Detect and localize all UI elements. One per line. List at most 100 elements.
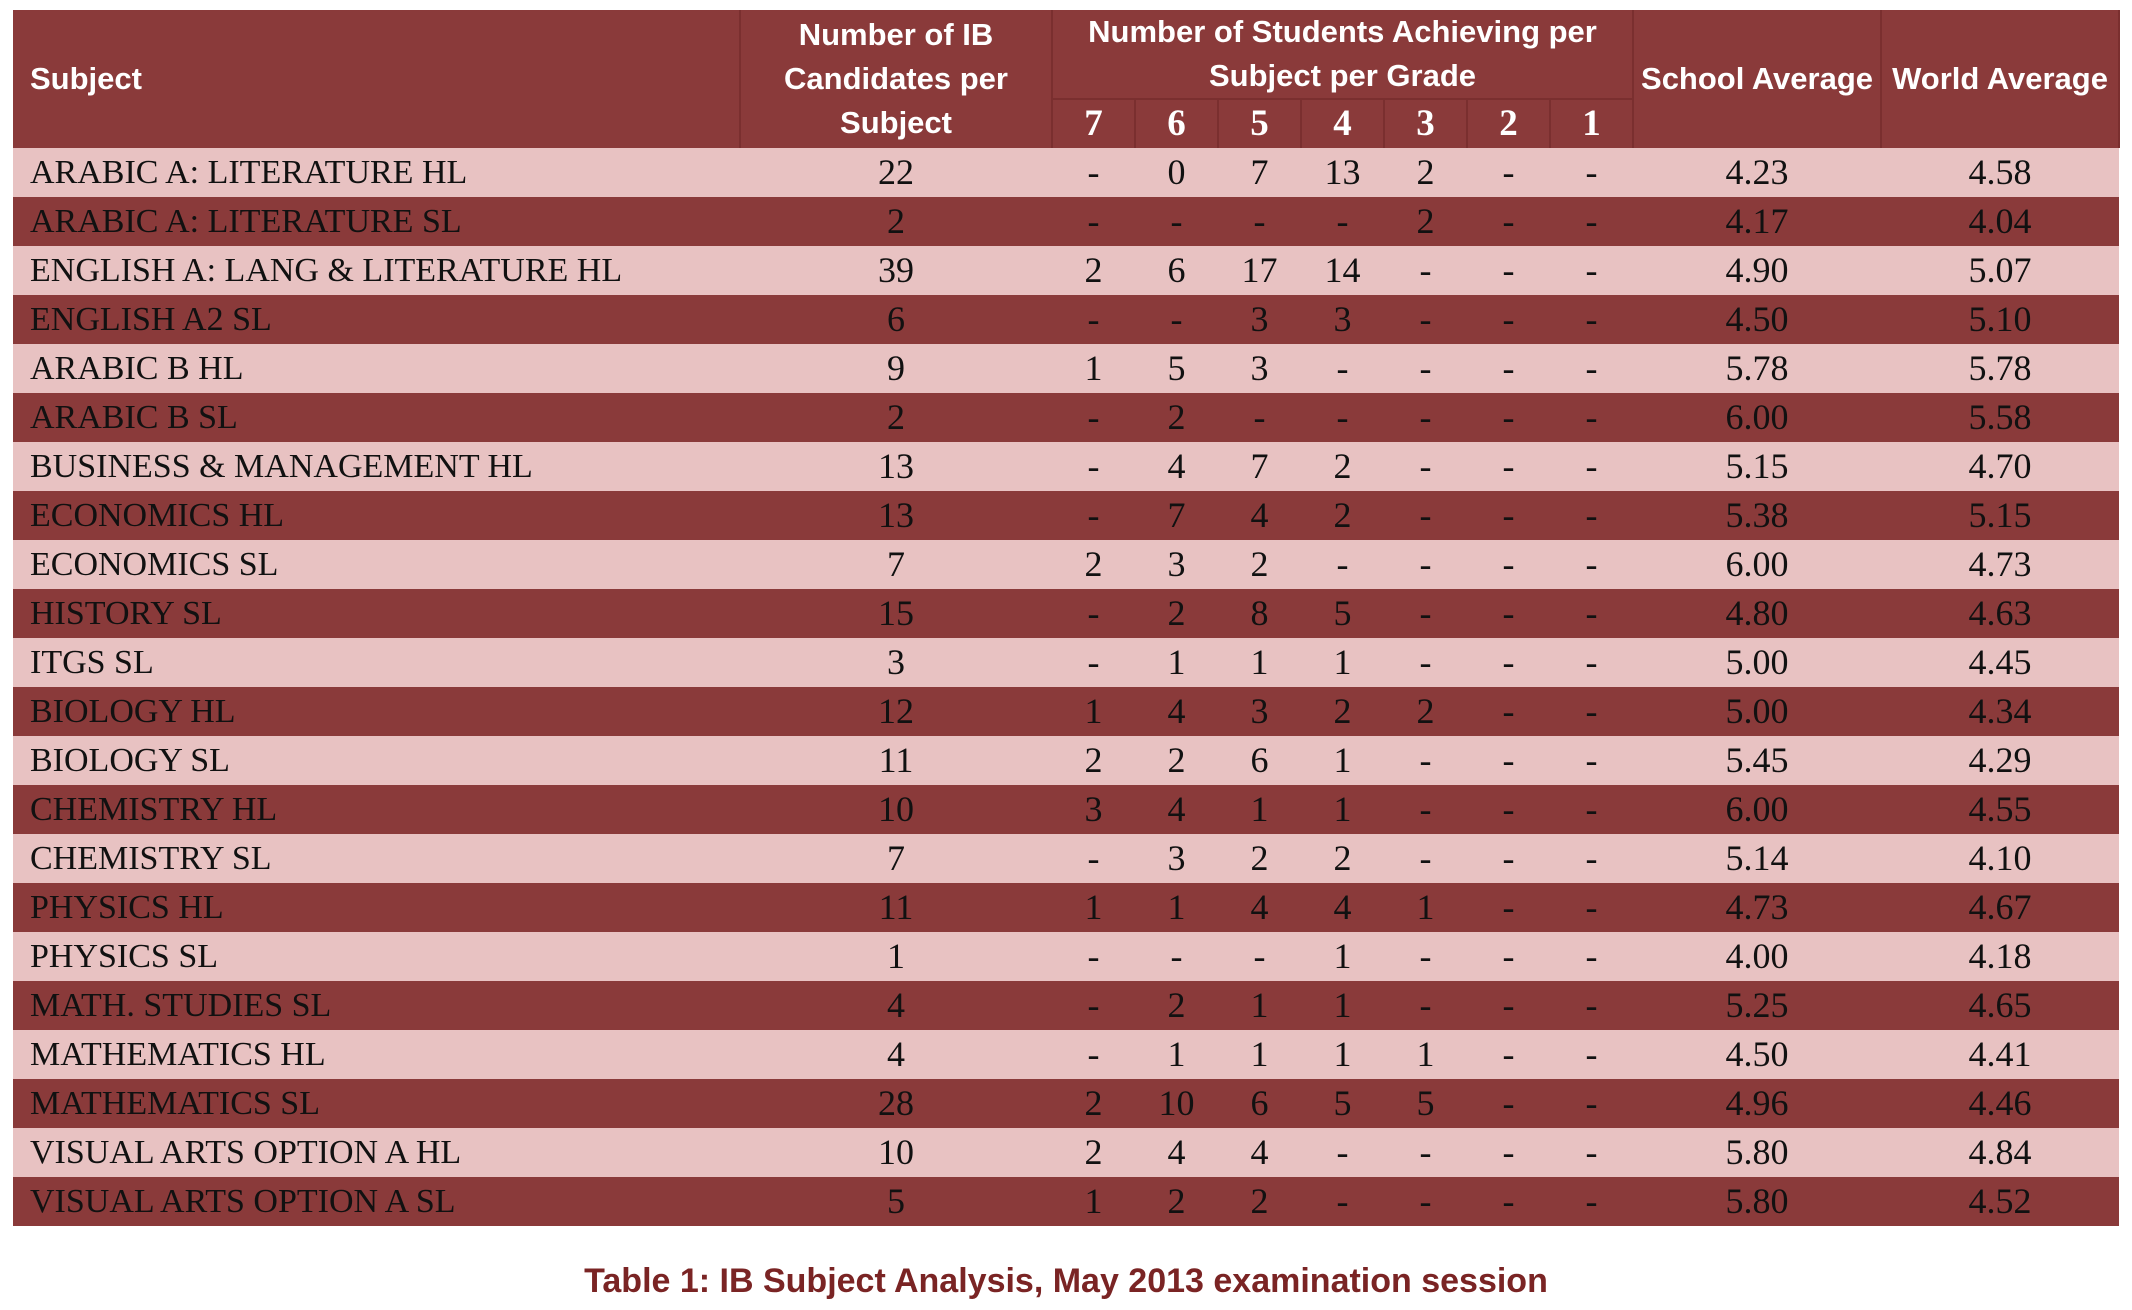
- cell-grade-3: -: [1384, 834, 1467, 883]
- cell-grade-5: -: [1218, 393, 1301, 442]
- cell-grade-1: -: [1550, 785, 1634, 834]
- cell-grade-7: -: [1052, 834, 1135, 883]
- cell-school-average: 5.38: [1633, 491, 1882, 540]
- cell-world-average: 4.41: [1881, 1030, 2120, 1079]
- table-row: ENGLISH A: LANG & LITERATURE HL 39 2 6 17 14-…: [13, 246, 2120, 295]
- cell-grade-7: 2: [1052, 736, 1135, 785]
- cell-candidates: 10: [740, 1128, 1052, 1177]
- cell-grade-7: -: [1052, 393, 1135, 442]
- cell-world-average: 5.07: [1881, 246, 2120, 295]
- cell-subject: VISUAL ARTS OPTION A SL: [13, 1177, 740, 1226]
- cell-candidates: 39: [740, 246, 1052, 295]
- cell-school-average: 4.50: [1633, 1030, 1882, 1079]
- cell-school-average: 6.00: [1633, 540, 1882, 589]
- cell-school-average: 4.73: [1633, 883, 1882, 932]
- cell-grade-2: -: [1467, 1177, 1550, 1226]
- cell-school-average: 4.23: [1633, 148, 1882, 197]
- cell-grade-2: -: [1467, 981, 1550, 1030]
- cell-grade-2: -: [1467, 785, 1550, 834]
- cell-grade-2: -: [1467, 295, 1550, 344]
- cell-grade-6: 7: [1135, 491, 1218, 540]
- cell-grade-1: -: [1550, 197, 1634, 246]
- cell-candidates: 5: [740, 1177, 1052, 1226]
- table-row: ENGLISH A2 SL 6- -3 3- - -4.50 5.10: [13, 295, 2120, 344]
- header-subject: Subject: [13, 10, 741, 148]
- cell-world-average: 4.10: [1881, 834, 2120, 883]
- cell-subject: ARABIC A: LITERATURE HL: [13, 148, 740, 197]
- cell-grade-7: -: [1052, 589, 1135, 638]
- cell-grade-2: -: [1467, 442, 1550, 491]
- cell-grade-1: -: [1550, 1079, 1634, 1128]
- cell-grade-6: 3: [1135, 834, 1218, 883]
- cell-grade-1: -: [1550, 883, 1634, 932]
- cell-grade-1: -: [1550, 491, 1634, 540]
- cell-grade-4: -: [1301, 1177, 1384, 1226]
- header-world-average: World Average: [1880, 10, 2121, 148]
- cell-grade-4: 4: [1301, 883, 1384, 932]
- cell-grade-5: 1: [1218, 1030, 1301, 1079]
- cell-grade-4: 1: [1301, 1030, 1384, 1079]
- cell-grade-2: -: [1467, 834, 1550, 883]
- cell-subject: ARABIC A: LITERATURE SL: [13, 197, 740, 246]
- cell-candidates: 12: [740, 687, 1052, 736]
- cell-grade-7: 3: [1052, 785, 1135, 834]
- cell-candidates: 4: [740, 1030, 1052, 1079]
- cell-grade-5: 8: [1218, 589, 1301, 638]
- cell-grade-4: 1: [1301, 981, 1384, 1030]
- cell-grade-1: -: [1550, 393, 1634, 442]
- cell-grade-4: 1: [1301, 785, 1384, 834]
- cell-grade-7: -: [1052, 197, 1135, 246]
- cell-candidates: 10: [740, 785, 1052, 834]
- cell-grade-4: -: [1301, 1128, 1384, 1177]
- cell-grade-2: -: [1467, 687, 1550, 736]
- cell-grade-4: 14: [1301, 246, 1384, 295]
- cell-grade-3: -: [1384, 736, 1467, 785]
- table-row: ITGS SL 3-1 1 1- - -5.00 4.45: [13, 638, 2120, 687]
- table-row: CHEMISTRY SL 7-3 2 2- - -5.14 4.10: [13, 834, 2120, 883]
- cell-grade-6: -: [1135, 295, 1218, 344]
- cell-grade-1: -: [1550, 589, 1634, 638]
- cell-grade-2: -: [1467, 1128, 1550, 1177]
- cell-grade-7: 1: [1052, 883, 1135, 932]
- cell-grade-6: 1: [1135, 883, 1218, 932]
- cell-grade-7: -: [1052, 148, 1135, 197]
- cell-world-average: 4.04: [1881, 197, 2120, 246]
- header-grade-5: 5: [1217, 99, 1301, 148]
- cell-world-average: 4.18: [1881, 932, 2120, 981]
- cell-grade-5: 4: [1218, 1128, 1301, 1177]
- table-row: BUSINESS & MANAGEMENT HL 13-4 7 2- - -5.15 4.7…: [13, 442, 2120, 491]
- cell-grade-1: -: [1550, 1128, 1634, 1177]
- cell-subject: MATHEMATICS HL: [13, 1030, 740, 1079]
- table-caption: Table 1: IB Subject Analysis, May 2013 e…: [584, 1262, 1548, 1300]
- cell-grade-7: 1: [1052, 1177, 1135, 1226]
- table-header: Subject Number of IB Candidates per Subj…: [13, 10, 2121, 148]
- cell-grade-6: 1: [1135, 1030, 1218, 1079]
- cell-grade-1: -: [1550, 148, 1634, 197]
- cell-candidates: 15: [740, 589, 1052, 638]
- cell-subject: ARABIC B HL: [13, 344, 740, 393]
- cell-grade-3: 1: [1384, 1030, 1467, 1079]
- cell-school-average: 5.00: [1633, 687, 1882, 736]
- cell-world-average: 5.78: [1881, 344, 2120, 393]
- cell-candidates: 3: [740, 638, 1052, 687]
- header-grade-3: 3: [1383, 99, 1467, 148]
- cell-world-average: 4.84: [1881, 1128, 2120, 1177]
- ib-subject-table: Subject Number of IB Candidates per Subj…: [13, 10, 2121, 1226]
- cell-candidates: 6: [740, 295, 1052, 344]
- cell-grade-6: 6: [1135, 246, 1218, 295]
- cell-subject: MATH. STUDIES SL: [13, 981, 740, 1030]
- cell-grade-6: 2: [1135, 736, 1218, 785]
- cell-world-average: 5.15: [1881, 491, 2120, 540]
- header-grade-4: 4: [1300, 99, 1384, 148]
- cell-grade-2: -: [1467, 932, 1550, 981]
- table-row: ECONOMICS SL 7 2 3 2- - - -6.00 4.73: [13, 540, 2120, 589]
- header-candidates: Number of IB Candidates per Subject: [739, 10, 1053, 148]
- cell-grade-5: 6: [1218, 736, 1301, 785]
- cell-grade-7: 1: [1052, 687, 1135, 736]
- table-row: VISUAL ARTS OPTION A SL 5 1 2 2- - - -5.80 4.52: [13, 1177, 2120, 1226]
- cell-grade-4: 3: [1301, 295, 1384, 344]
- cell-grade-1: -: [1550, 442, 1634, 491]
- cell-school-average: 5.00: [1633, 638, 1882, 687]
- cell-world-average: 4.34: [1881, 687, 2120, 736]
- cell-grade-1: -: [1550, 736, 1634, 785]
